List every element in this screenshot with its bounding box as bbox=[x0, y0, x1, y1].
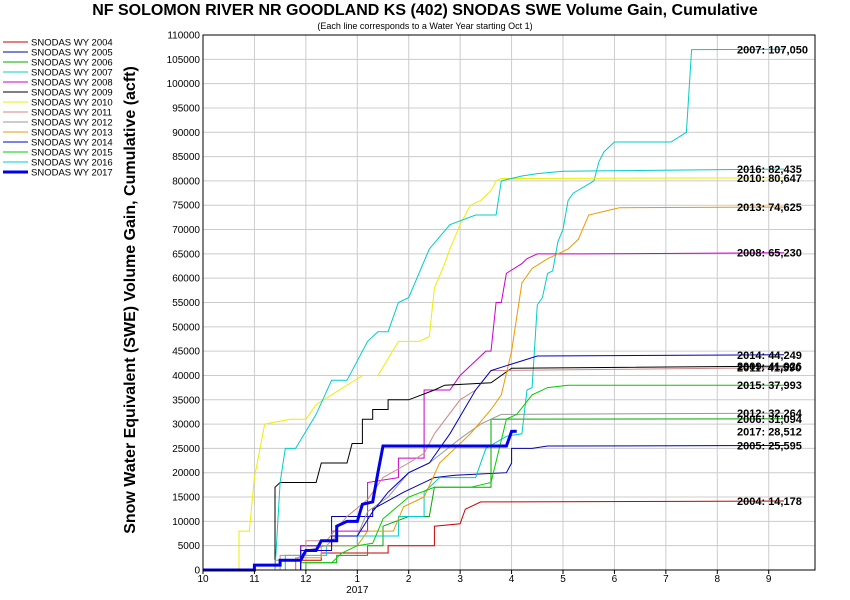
y-tick-label: 5000 bbox=[178, 541, 201, 552]
legend-entry-snodas-wy-2010: SNODAS WY 2010 bbox=[31, 98, 113, 109]
y-tick-label: 95000 bbox=[172, 103, 200, 114]
grid-layer bbox=[202, 34, 815, 571]
end-label-snodas-wy-2006: 2006: 31,094 bbox=[737, 414, 803, 426]
y-tick-label: 105000 bbox=[167, 55, 201, 66]
series-line-snodas-wy-2015 bbox=[203, 384, 785, 571]
legend-entry-snodas-wy-2009: SNODAS WY 2009 bbox=[31, 88, 113, 99]
end-label-snodas-wy-2007: 2007: 107,050 bbox=[737, 44, 808, 56]
series-line-snodas-wy-2014 bbox=[203, 354, 785, 571]
legend-entry-snodas-wy-2012: SNODAS WY 2012 bbox=[31, 118, 113, 129]
legend-entry-snodas-wy-2008: SNODAS WY 2008 bbox=[31, 78, 113, 89]
y-tick-label: 80000 bbox=[172, 176, 200, 187]
end-label-snodas-wy-2014: 2014: 44,249 bbox=[737, 350, 802, 362]
x-tick-label: 8 bbox=[715, 574, 721, 585]
end-label-layer: 2004: 14,178 2005: 25,595 2006: 31,094 2007… bbox=[737, 44, 808, 508]
y-tick-label: 110000 bbox=[167, 31, 200, 42]
y-tick-label: 50000 bbox=[172, 322, 200, 333]
series-layer bbox=[203, 48, 785, 572]
y-tick-label: 60000 bbox=[172, 274, 200, 285]
legend-entry-snodas-wy-2016: SNODAS WY 2016 bbox=[31, 158, 113, 169]
series-line-snodas-wy-2007 bbox=[203, 48, 785, 571]
end-label-snodas-wy-2013: 2013: 74,625 bbox=[737, 202, 802, 214]
series-line-snodas-wy-2016 bbox=[203, 168, 785, 571]
legend-entry-snodas-wy-2005: SNODAS WY 2005 bbox=[31, 48, 113, 59]
x-tick-label: 4 bbox=[509, 574, 515, 585]
legend-entry-snodas-wy-2015: SNODAS WY 2015 bbox=[31, 148, 113, 159]
y-tick-label: 20000 bbox=[172, 468, 200, 479]
series-line-snodas-wy-2010 bbox=[203, 177, 785, 571]
x-tick-label: 6 bbox=[612, 574, 618, 585]
end-label-snodas-wy-2012: 2012: 32,264 bbox=[737, 408, 803, 420]
end-label-snodas-wy-2017: 2017: 28,512 bbox=[737, 426, 802, 438]
series-line-snodas-wy-2017 bbox=[203, 429, 517, 572]
end-label-snodas-wy-2010: 2010: 80,647 bbox=[737, 173, 802, 185]
x-tick-label: 5 bbox=[560, 574, 566, 585]
end-label-snodas-wy-2004: 2004: 14,178 bbox=[737, 496, 802, 508]
legend-entry-snodas-wy-2013: SNODAS WY 2013 bbox=[31, 128, 113, 139]
y-tick-label: 55000 bbox=[172, 298, 200, 309]
x-tick-label: 11 bbox=[249, 574, 260, 585]
x-tick-label: 12 bbox=[300, 574, 312, 585]
x-tick-label: 3 bbox=[457, 574, 463, 585]
series-line-snodas-wy-2009 bbox=[203, 365, 785, 571]
y-tick-label: 10000 bbox=[172, 517, 200, 528]
y-tick-label: 0 bbox=[194, 566, 200, 577]
series-line-snodas-wy-2006 bbox=[203, 418, 785, 571]
y-tick-label: 35000 bbox=[172, 395, 200, 406]
end-label-snodas-wy-2009: 2009: 41,926 bbox=[737, 361, 802, 373]
y-tick-label: 85000 bbox=[172, 152, 200, 163]
plot-frame bbox=[202, 34, 816, 571]
series-line-snodas-wy-2008 bbox=[203, 252, 785, 571]
y-tick-label: 45000 bbox=[172, 347, 200, 358]
y-tick-label: 70000 bbox=[172, 225, 200, 236]
chart-subtitle: (Each line corresponds to a Water Year s… bbox=[317, 21, 533, 31]
y-tick-label: 65000 bbox=[172, 249, 200, 260]
series-line-snodas-wy-2013 bbox=[203, 206, 785, 571]
legend-entry-snodas-wy-2004: SNODAS WY 2004 bbox=[31, 38, 113, 49]
x-year-label: 2017 bbox=[346, 585, 369, 596]
axis-layer: 0 5000 10000 15000 20000 25000 30000 35000 40000… bbox=[167, 31, 816, 596]
x-tick-label: 2 bbox=[406, 574, 412, 585]
legend-entry-snodas-wy-2006: SNODAS WY 2006 bbox=[31, 58, 113, 69]
x-tick-label: 1 bbox=[355, 574, 361, 585]
x-tick-label: 9 bbox=[766, 574, 772, 585]
legend-entry-snodas-wy-2007: SNODAS WY 2007 bbox=[31, 68, 113, 79]
legend-entry-snodas-wy-2014: SNODAS WY 2014 bbox=[31, 138, 113, 149]
series-line-snodas-wy-2005 bbox=[203, 445, 785, 571]
y-tick-label: 40000 bbox=[172, 371, 200, 382]
series-line-snodas-wy-2011 bbox=[203, 367, 785, 571]
legend-entry-snodas-wy-2011: SNODAS WY 2011 bbox=[31, 108, 112, 119]
y-tick-label: 30000 bbox=[172, 420, 200, 431]
end-label-snodas-wy-2016: 2016: 82,435 bbox=[737, 164, 802, 176]
end-label-snodas-wy-2005: 2005: 25,595 bbox=[737, 441, 802, 453]
series-line-snodas-wy-2012 bbox=[203, 412, 785, 571]
end-label-snodas-wy-2015: 2015: 37,993 bbox=[737, 380, 802, 392]
x-tick-label: 7 bbox=[663, 574, 669, 585]
end-label-snodas-wy-2008: 2008: 65,230 bbox=[737, 248, 802, 260]
y-axis-label: Snow Water Equivalent (SWE) Volume Gain,… bbox=[122, 66, 139, 534]
y-tick-label: 75000 bbox=[172, 201, 200, 212]
chart-title: NF SOLOMON RIVER NR GOODLAND KS (402) SN… bbox=[92, 2, 758, 19]
y-tick-label: 90000 bbox=[172, 128, 200, 139]
x-tick-label: 10 bbox=[197, 574, 209, 585]
y-tick-label: 15000 bbox=[172, 493, 200, 504]
y-tick-label: 100000 bbox=[167, 79, 201, 90]
y-tick-label: 25000 bbox=[172, 444, 200, 455]
legend-entry-snodas-wy-2017: SNODAS WY 2017 bbox=[31, 168, 113, 179]
end-label-snodas-wy-2011: 2011: 41,590 bbox=[737, 363, 801, 375]
